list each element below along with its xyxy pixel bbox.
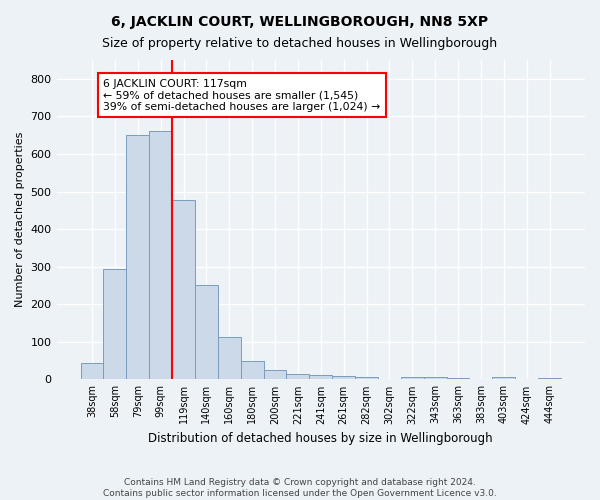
Bar — [263, 370, 286, 380]
Bar — [103, 268, 127, 380]
Bar — [446, 378, 469, 380]
Bar — [424, 377, 446, 380]
Bar — [286, 374, 310, 380]
Bar — [241, 360, 263, 380]
Bar — [355, 377, 378, 380]
Bar — [332, 376, 355, 380]
Text: 6 JACKLIN COURT: 117sqm
← 59% of detached houses are smaller (1,545)
39% of semi: 6 JACKLIN COURT: 117sqm ← 59% of detache… — [103, 79, 380, 112]
Y-axis label: Number of detached properties: Number of detached properties — [15, 132, 25, 308]
Text: Contains HM Land Registry data © Crown copyright and database right 2024.
Contai: Contains HM Land Registry data © Crown c… — [103, 478, 497, 498]
Bar — [80, 362, 103, 380]
Text: 6, JACKLIN COURT, WELLINGBOROUGH, NN8 5XP: 6, JACKLIN COURT, WELLINGBOROUGH, NN8 5X… — [112, 15, 488, 29]
Bar — [310, 374, 332, 380]
Bar — [538, 378, 561, 380]
Bar — [149, 132, 172, 380]
Bar — [493, 377, 515, 380]
Bar — [127, 135, 149, 380]
Text: Size of property relative to detached houses in Wellingborough: Size of property relative to detached ho… — [103, 38, 497, 51]
X-axis label: Distribution of detached houses by size in Wellingborough: Distribution of detached houses by size … — [148, 432, 493, 445]
Bar — [172, 200, 195, 380]
Bar — [218, 337, 241, 380]
Bar — [401, 377, 424, 380]
Bar — [195, 284, 218, 380]
